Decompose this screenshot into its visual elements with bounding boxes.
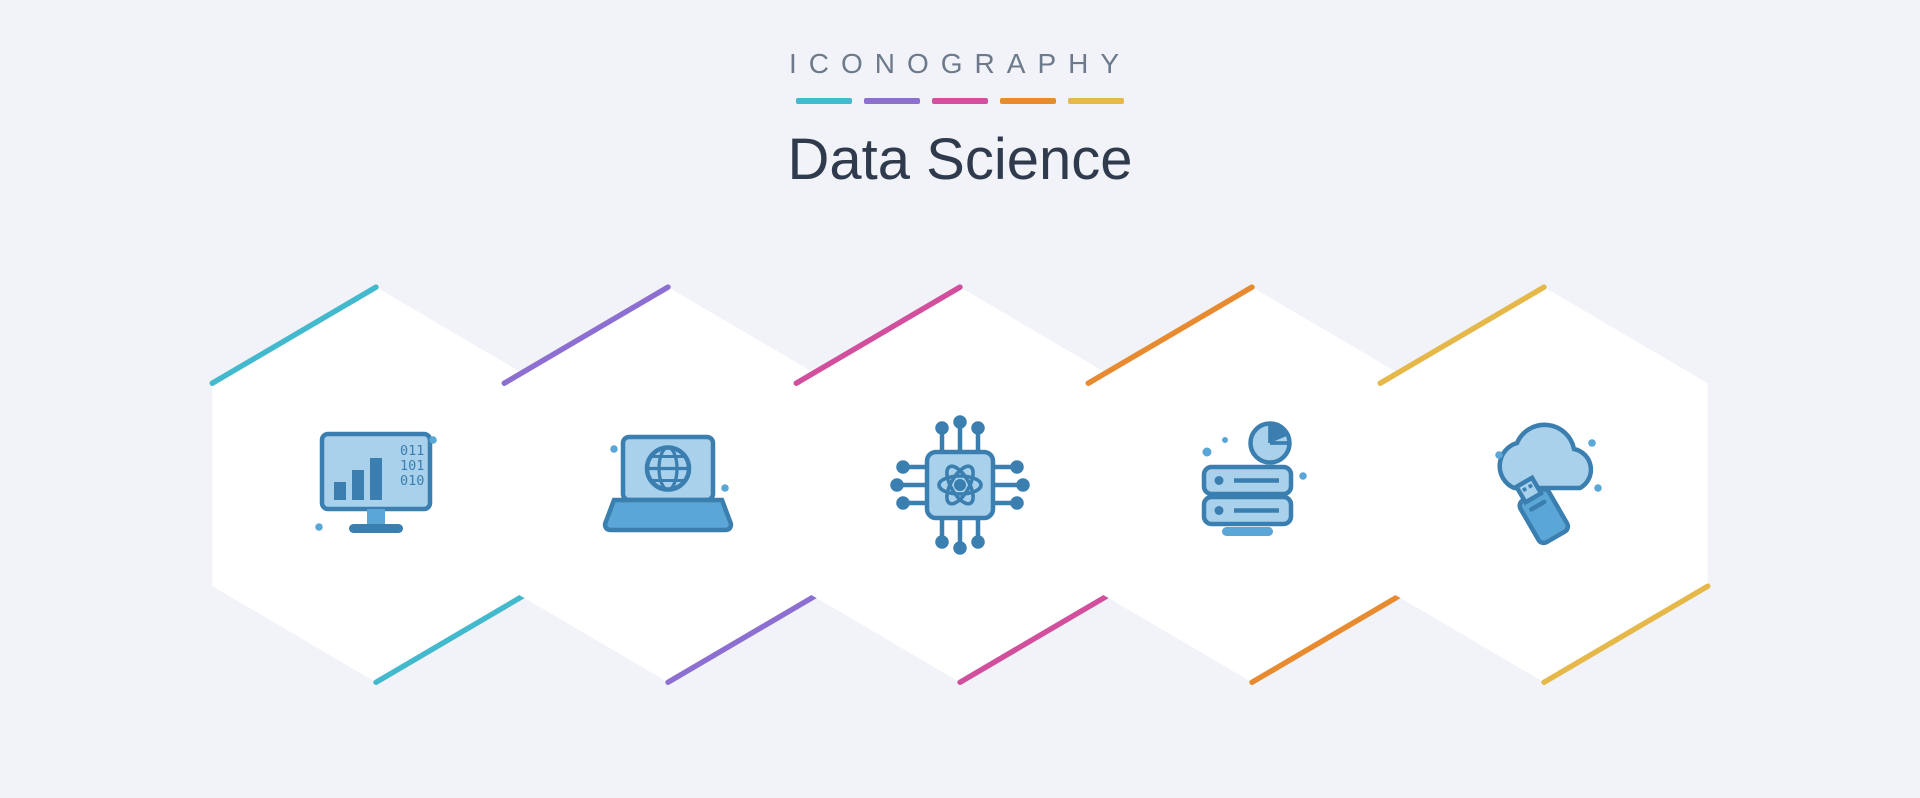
laptop-globe-icon: [593, 410, 743, 560]
accent-bars: [0, 98, 1920, 104]
page-title: Data Science: [0, 126, 1920, 193]
accent-bar: [796, 98, 852, 104]
chip-atom-icon: [885, 410, 1035, 560]
hexagon-row: [0, 280, 1920, 690]
server-pie-icon: [1177, 410, 1327, 560]
header: ICONOGRAPHY Data Science: [0, 0, 1920, 193]
accent-bar: [1068, 98, 1124, 104]
accent-bar: [932, 98, 988, 104]
accent-bar: [1000, 98, 1056, 104]
accent-bar: [864, 98, 920, 104]
eyebrow-text: ICONOGRAPHY: [0, 48, 1920, 80]
monitor-analytics-icon: [301, 410, 451, 560]
hexagon-card: [1366, 280, 1722, 690]
cloud-usb-icon: [1469, 410, 1619, 560]
